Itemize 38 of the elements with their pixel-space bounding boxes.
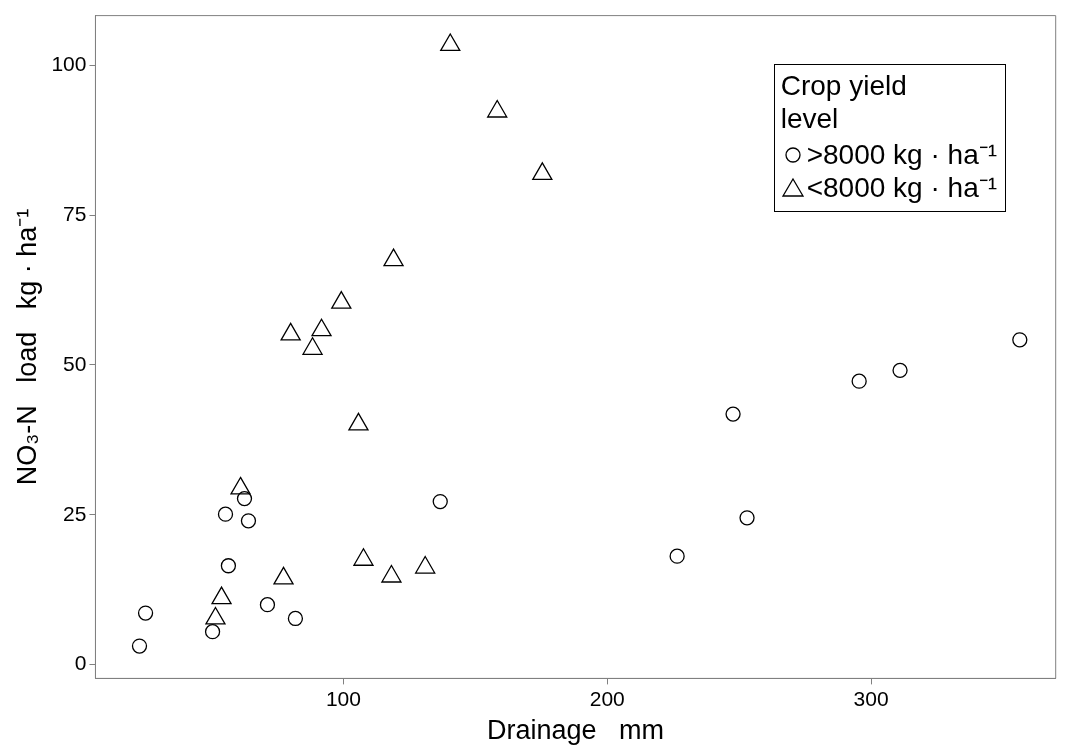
point <box>851 373 867 389</box>
y-axis-title: NO₃-N load kg · ha⁻¹ <box>11 208 42 486</box>
point <box>383 248 404 267</box>
point <box>669 548 685 564</box>
point <box>137 605 154 621</box>
point <box>302 337 323 355</box>
y-tick-label: 0 <box>74 651 87 675</box>
point <box>725 406 741 422</box>
x-tick-label: 300 <box>853 686 889 710</box>
y-tick-label: 25 <box>63 501 87 525</box>
point <box>240 513 257 529</box>
point <box>892 362 908 379</box>
point <box>220 558 237 574</box>
point <box>287 610 304 627</box>
x-axis-title: Drainage mm <box>487 715 665 746</box>
y-tick-label: 50 <box>63 351 87 375</box>
point <box>280 322 301 341</box>
x-tick-label: 200 <box>589 686 625 710</box>
point <box>259 597 276 613</box>
point <box>739 510 755 526</box>
point <box>532 162 553 180</box>
point <box>1012 332 1028 348</box>
x-tick-label: 100 <box>325 686 361 710</box>
legend-label: >8000 kg · ha⁻¹ <box>806 137 998 172</box>
point <box>131 638 148 654</box>
point <box>487 99 508 118</box>
point <box>217 506 234 522</box>
point <box>331 291 352 309</box>
point <box>440 33 461 52</box>
point <box>311 318 332 337</box>
point <box>348 412 369 431</box>
y-tick-label: 75 <box>63 201 87 225</box>
point <box>204 624 221 640</box>
y-tick-label: 100 <box>51 52 87 76</box>
point <box>432 493 448 510</box>
point <box>236 490 253 507</box>
legend-label: <8000 kg · ha⁻¹ <box>806 171 998 205</box>
legend-title: Crop yield level <box>780 68 908 136</box>
